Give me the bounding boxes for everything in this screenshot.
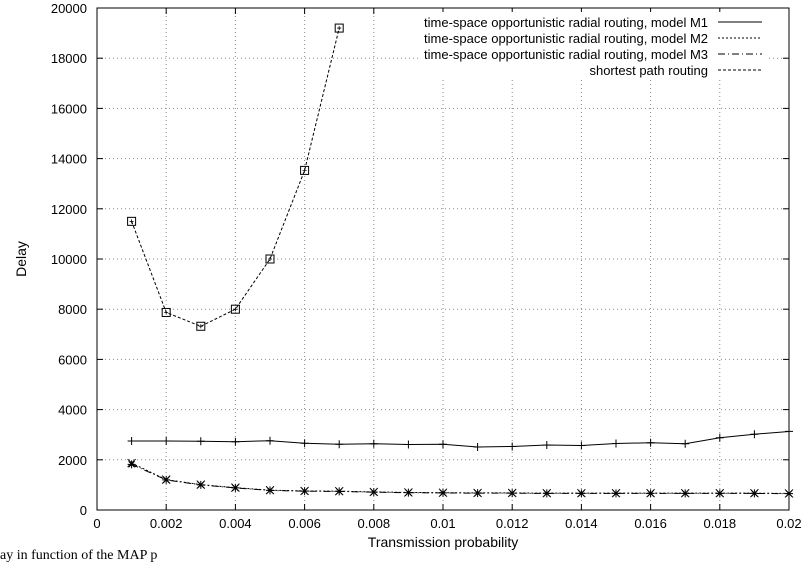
y-axis-label: Delay bbox=[13, 241, 29, 277]
x-tick-label: 0.002 bbox=[150, 516, 183, 531]
data-point bbox=[369, 488, 378, 497]
data-point bbox=[266, 486, 274, 495]
data-point bbox=[646, 438, 655, 447]
x-tick-label: 0.006 bbox=[288, 516, 321, 531]
data-point bbox=[231, 483, 240, 492]
figure-caption: ay in function of the MAP p bbox=[0, 548, 158, 563]
data-point bbox=[681, 439, 690, 448]
data-point-center bbox=[337, 26, 342, 31]
series-2 bbox=[127, 458, 794, 498]
data-point bbox=[335, 440, 344, 449]
x-tick-label: 0.012 bbox=[496, 516, 529, 531]
data-point bbox=[612, 489, 620, 498]
legend-label: time-space opportunistic radial routing,… bbox=[424, 15, 708, 30]
data-point bbox=[161, 307, 171, 317]
data-point bbox=[681, 489, 690, 498]
data-point-center bbox=[164, 310, 169, 315]
x-tick-label: 0.02 bbox=[776, 516, 801, 531]
series-line bbox=[131, 462, 790, 494]
data-point bbox=[369, 439, 378, 448]
y-tick-label: 16000 bbox=[51, 101, 87, 116]
data-point bbox=[473, 442, 482, 451]
y-tick-label: 2000 bbox=[58, 453, 87, 468]
data-point-center bbox=[129, 219, 134, 224]
y-tick-label: 0 bbox=[80, 503, 87, 518]
series-4 bbox=[127, 23, 344, 331]
x-tick-label: 0.004 bbox=[219, 516, 252, 531]
y-tick-label: 8000 bbox=[58, 302, 87, 317]
data-point bbox=[508, 489, 517, 498]
data-point bbox=[750, 489, 759, 498]
data-point bbox=[162, 436, 171, 445]
x-tick-label: 0.01 bbox=[430, 516, 455, 531]
data-point bbox=[750, 430, 759, 439]
series-line bbox=[131, 430, 790, 448]
y-tick-label: 12000 bbox=[51, 202, 87, 217]
data-point bbox=[266, 436, 274, 445]
legend: time-space opportunistic radial routing,… bbox=[424, 15, 762, 78]
data-point bbox=[612, 439, 620, 448]
data-point-center bbox=[268, 257, 272, 261]
y-tick-label: 20000 bbox=[51, 1, 87, 16]
tick-labels: 0 0.002 0.004 0.006 0.008 0.01 0.012 0.014 0.016… bbox=[51, 1, 802, 531]
data-point bbox=[162, 475, 171, 484]
data-point bbox=[196, 437, 205, 446]
legend-label: time-space opportunistic radial routing,… bbox=[424, 47, 708, 62]
data-point-center bbox=[233, 307, 238, 312]
legend-label: time-space opportunistic radial routing,… bbox=[424, 31, 708, 46]
data-point bbox=[300, 439, 309, 448]
legend-label: shortest path routing bbox=[589, 63, 708, 78]
data-point bbox=[300, 487, 309, 496]
x-tick-label: 0.016 bbox=[634, 516, 667, 531]
data-point bbox=[334, 23, 344, 33]
data-point-center bbox=[302, 168, 307, 173]
data-point bbox=[230, 304, 240, 314]
data-point bbox=[577, 441, 586, 450]
x-tick-label: 0.018 bbox=[704, 516, 737, 531]
data-point bbox=[127, 216, 137, 226]
data-point bbox=[404, 440, 413, 449]
data-point bbox=[127, 460, 136, 469]
data-point bbox=[196, 321, 206, 331]
data-point bbox=[300, 165, 310, 175]
data-point bbox=[127, 436, 136, 445]
x-tick-label: 0 bbox=[93, 516, 100, 531]
data-point bbox=[439, 440, 447, 449]
x-tick-label: 0.008 bbox=[358, 516, 391, 531]
y-tick-label: 4000 bbox=[58, 403, 87, 418]
x-axis-label: Transmission probability bbox=[368, 534, 518, 550]
data-point bbox=[508, 442, 517, 451]
data-point bbox=[577, 489, 586, 498]
series-group bbox=[127, 23, 794, 498]
series-line bbox=[131, 463, 790, 495]
data-point bbox=[473, 489, 482, 498]
data-point bbox=[542, 489, 551, 498]
y-tick-label: 18000 bbox=[51, 51, 87, 66]
plot-frame bbox=[96, 7, 790, 511]
data-point bbox=[646, 489, 655, 498]
data-point bbox=[196, 480, 205, 489]
legend-background bbox=[418, 12, 768, 80]
data-point bbox=[231, 437, 240, 446]
x-tick-label: 0.014 bbox=[565, 516, 598, 531]
data-point bbox=[715, 489, 724, 498]
data-point bbox=[404, 488, 413, 497]
grid-lines bbox=[97, 8, 789, 510]
data-point bbox=[439, 488, 447, 497]
y-tick-label: 10000 bbox=[51, 252, 87, 267]
data-point bbox=[715, 433, 724, 442]
series-3 bbox=[127, 460, 793, 498]
y-tick-label: 14000 bbox=[51, 152, 87, 167]
series-1 bbox=[127, 427, 793, 451]
data-point bbox=[542, 440, 551, 449]
data-point bbox=[335, 487, 344, 496]
y-tick-label: 6000 bbox=[58, 352, 87, 367]
data-point-center bbox=[198, 324, 203, 329]
data-point bbox=[265, 254, 275, 264]
